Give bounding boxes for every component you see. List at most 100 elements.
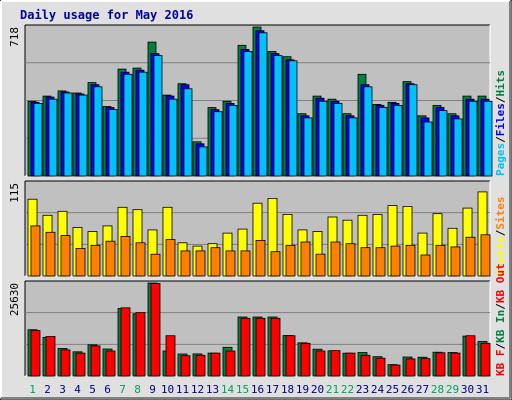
bar-pages <box>273 55 283 177</box>
bar-pages <box>48 98 58 177</box>
legend-item: Visits <box>494 236 507 276</box>
bar-kb-out <box>435 352 446 377</box>
bar-pages <box>78 94 88 177</box>
bar-pages <box>408 84 418 177</box>
legend: Pages/Files/Hits <box>494 70 507 176</box>
bar-sites <box>150 253 161 277</box>
bar-kb-out <box>405 358 416 377</box>
legend-item: Hits <box>494 70 507 97</box>
x-tick-label: 25 <box>386 383 399 396</box>
bar-kb-out <box>225 350 236 377</box>
bar-sites <box>105 240 116 277</box>
legend: KB F/KB In/KB Out <box>494 263 507 376</box>
x-tick-label: 10 <box>161 383 174 396</box>
legend-item: KB Out <box>494 263 507 303</box>
legend-item: KB F <box>494 350 507 377</box>
bar-sites <box>285 244 296 277</box>
bar-pages <box>318 100 328 177</box>
bar-kb-out <box>30 330 41 377</box>
max-label: 115 <box>8 183 21 203</box>
x-tick-label: 13 <box>206 383 219 396</box>
max-label: 25630 <box>8 283 21 316</box>
bar-sites <box>75 248 86 277</box>
x-tick-label: 30 <box>461 383 474 396</box>
bar-kb-out <box>195 354 206 377</box>
bar-kb-out <box>75 352 86 377</box>
x-tick-label: 15 <box>236 383 249 396</box>
bar-sites <box>345 243 356 277</box>
bar-kb-out <box>480 342 491 377</box>
x-tick-label: 24 <box>371 383 385 396</box>
bar-pages <box>93 86 103 177</box>
bar-sites <box>270 251 281 277</box>
bar-sites <box>90 244 101 277</box>
bar-pages <box>438 110 448 177</box>
bar-sites <box>405 244 416 277</box>
bar-sites <box>30 225 41 277</box>
x-tick-label: 6 <box>104 383 111 396</box>
bar-sites <box>420 254 431 277</box>
x-tick-label: 1 <box>29 383 36 396</box>
bar-pages <box>183 88 193 177</box>
bar-kb-out <box>450 352 461 377</box>
legend-item: KB In <box>494 310 507 343</box>
x-tick-label: 28 <box>431 383 444 396</box>
bar-sites <box>240 250 251 277</box>
x-tick-label: 5 <box>89 383 96 396</box>
x-tick-label: 9 <box>149 383 156 396</box>
legend-item: / <box>494 343 507 350</box>
bar-sites <box>195 250 206 277</box>
x-tick-label: 4 <box>74 383 81 396</box>
bar-pages <box>243 51 253 177</box>
bar-sites <box>135 242 146 277</box>
panel-visits-sites: 115 Visits/Sites <box>8 180 507 277</box>
bar-sites <box>225 250 236 277</box>
bar-sites <box>255 239 266 277</box>
x-tick-label: 26 <box>401 383 414 396</box>
bar-pages <box>333 103 343 177</box>
bar-sites <box>165 239 176 277</box>
bar-pages <box>423 121 433 177</box>
bar-pages <box>303 117 313 177</box>
bar-kb-out <box>375 357 386 377</box>
bar-pages <box>378 107 388 177</box>
bar-kb-out <box>240 317 251 377</box>
bar-kb-out <box>150 283 161 377</box>
bar-pages <box>393 105 403 177</box>
bar-sites <box>120 235 131 277</box>
bar-kb-out <box>285 335 296 377</box>
bar-kb-out <box>330 350 341 377</box>
x-tick-label: 22 <box>341 383 354 396</box>
legend-item: / <box>494 229 507 236</box>
bar-pages <box>363 86 373 177</box>
x-tick-label: 11 <box>176 383 189 396</box>
bar-kb-out <box>345 352 356 377</box>
legend-item: Sites <box>494 197 507 230</box>
x-tick-label: 20 <box>311 383 324 396</box>
x-axis-labels: 1 2 3 4 5 6 7 8 9 10 11 12 13 14 15 16 17 18 19 20 21 22 23 24 2… <box>29 383 489 396</box>
bar-kb-out <box>255 317 266 377</box>
bar-pages <box>468 100 478 177</box>
bar-pages <box>213 111 223 177</box>
x-tick-label: 19 <box>296 383 309 396</box>
bar-pages <box>288 60 298 177</box>
bar-kb-out <box>210 352 221 377</box>
bar-kb-out <box>45 335 56 377</box>
x-tick-label: 17 <box>266 383 279 396</box>
panels: 718Pages/Files/Hits115Visits/Sites25630K… <box>8 24 507 377</box>
bar-pages <box>63 92 73 177</box>
bar-pages <box>258 32 268 177</box>
bar-kb-out <box>120 307 131 377</box>
bar-kb-out <box>270 317 281 377</box>
bar-pages <box>138 71 148 177</box>
bar-kb-out <box>390 364 401 377</box>
bar-sites <box>360 247 371 277</box>
bar-kb-out <box>165 335 176 377</box>
bar-sites <box>450 246 461 277</box>
x-tick-label: 2 <box>44 383 51 396</box>
bar-pages <box>123 73 133 177</box>
legend-item: Files <box>494 103 507 136</box>
